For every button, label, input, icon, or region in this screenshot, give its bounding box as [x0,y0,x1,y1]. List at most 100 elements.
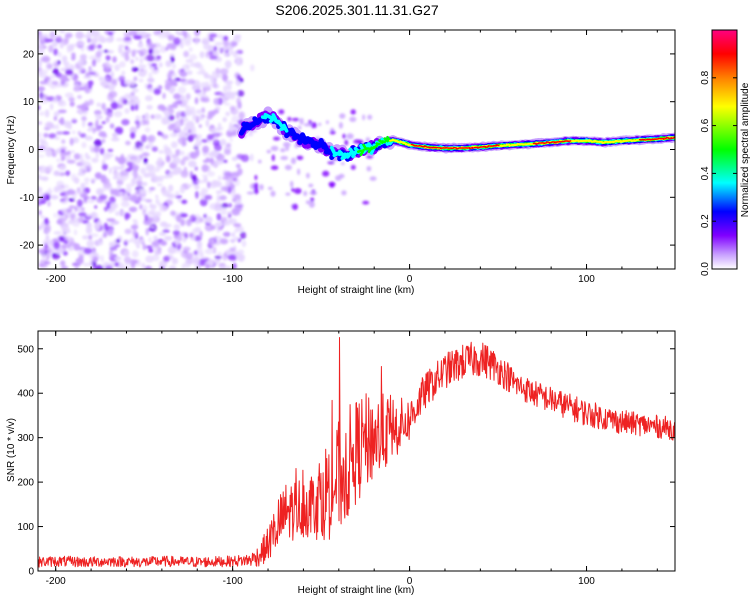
noise-blob [144,95,153,102]
noise-blob [170,141,178,149]
noise-blob [166,43,175,50]
noise-blob [183,262,191,268]
noise-blob [111,137,120,142]
noise-blob [44,242,49,250]
noise-blob [185,120,195,129]
noise-blob [215,67,221,75]
noise-blob [201,164,209,173]
noise-blob [191,258,200,264]
noise-blob [109,123,115,129]
noise-blob [105,76,110,81]
noise-blob [97,220,102,226]
noise-blob [131,177,137,186]
noise-blob [38,248,46,254]
noise-blob [209,55,218,60]
noise-blob [148,40,153,48]
noise-blob [216,213,222,221]
noise-blob [147,77,155,83]
noise-blob [85,226,93,235]
noise-blob [144,265,152,269]
noise-blob [106,218,116,222]
noise-blob [107,31,114,36]
noise-blob [139,57,143,65]
noise-blob [204,248,214,255]
noise-blob [164,223,172,228]
noise-blob [233,245,237,251]
noise-blob [53,150,58,154]
noise-blob [233,223,242,228]
noise-blob [222,74,228,82]
noise-blob [41,96,46,102]
noise-blob [123,239,133,243]
noise-blob [68,123,72,130]
noise-blob [215,190,223,194]
noise-blob [88,71,97,75]
noise-blob [53,60,59,64]
noise-blob [162,92,166,99]
noise-blob [231,156,238,161]
noise-blob [219,68,229,75]
noise-blob [94,45,99,49]
noise-blob [194,219,200,225]
noise-blob [75,31,84,40]
noise-blob [157,246,162,252]
noise-blob [163,109,170,115]
noise-blob [159,205,168,212]
noise-blob [258,159,262,164]
noise-blob [194,166,198,171]
noise-blob [189,106,196,112]
noise-blob [97,35,105,43]
noise-blob [212,71,216,75]
noise-blob [54,136,61,141]
noise-blob [136,179,143,187]
noise-blob [124,212,131,219]
noise-blob [212,139,219,143]
noise-blob [60,80,66,86]
noise-blob [340,162,345,166]
noise-blob [68,97,75,102]
noise-blob [346,133,354,140]
noise-blob [147,62,152,66]
noise-blob [226,63,229,72]
spectrogram-y-label: Frequency (Hz) [6,116,17,185]
noise-blob [107,112,113,118]
noise-blob [280,155,289,161]
noise-blob [92,252,99,257]
noise-blob [152,169,157,173]
noise-blob [232,262,237,269]
noise-blob [71,55,76,61]
noise-blob [150,63,158,67]
noise-blob [207,171,216,177]
noise-blob [149,203,153,208]
noise-blob [207,258,213,266]
noise-blob [236,153,245,160]
noise-blob [201,174,208,178]
noise-blob [216,227,220,234]
noise-blob [103,206,109,212]
noise-blob [162,229,170,233]
noise-blob [104,68,110,73]
noise-blob [38,105,41,110]
noise-blob [172,63,176,70]
noise-blob [120,191,124,197]
noise-blob [173,93,181,100]
noise-blob [50,194,57,199]
noise-blob [196,179,205,184]
noise-blob [87,37,91,43]
noise-blob [134,200,141,204]
noise-blob [63,229,71,234]
noise-blob [38,154,45,158]
noise-blob [180,232,186,236]
noise-blob [179,185,185,194]
noise-blob [165,154,171,163]
noise-blob [131,88,139,93]
noise-blob [108,78,118,84]
noise-blob [223,85,228,93]
noise-blob [207,84,213,88]
noise-blob [170,210,176,216]
noise-blob [61,208,68,214]
noise-blob [92,256,99,262]
noise-blob [56,158,61,163]
noise-blob [86,196,90,200]
noise-blob [118,165,124,170]
